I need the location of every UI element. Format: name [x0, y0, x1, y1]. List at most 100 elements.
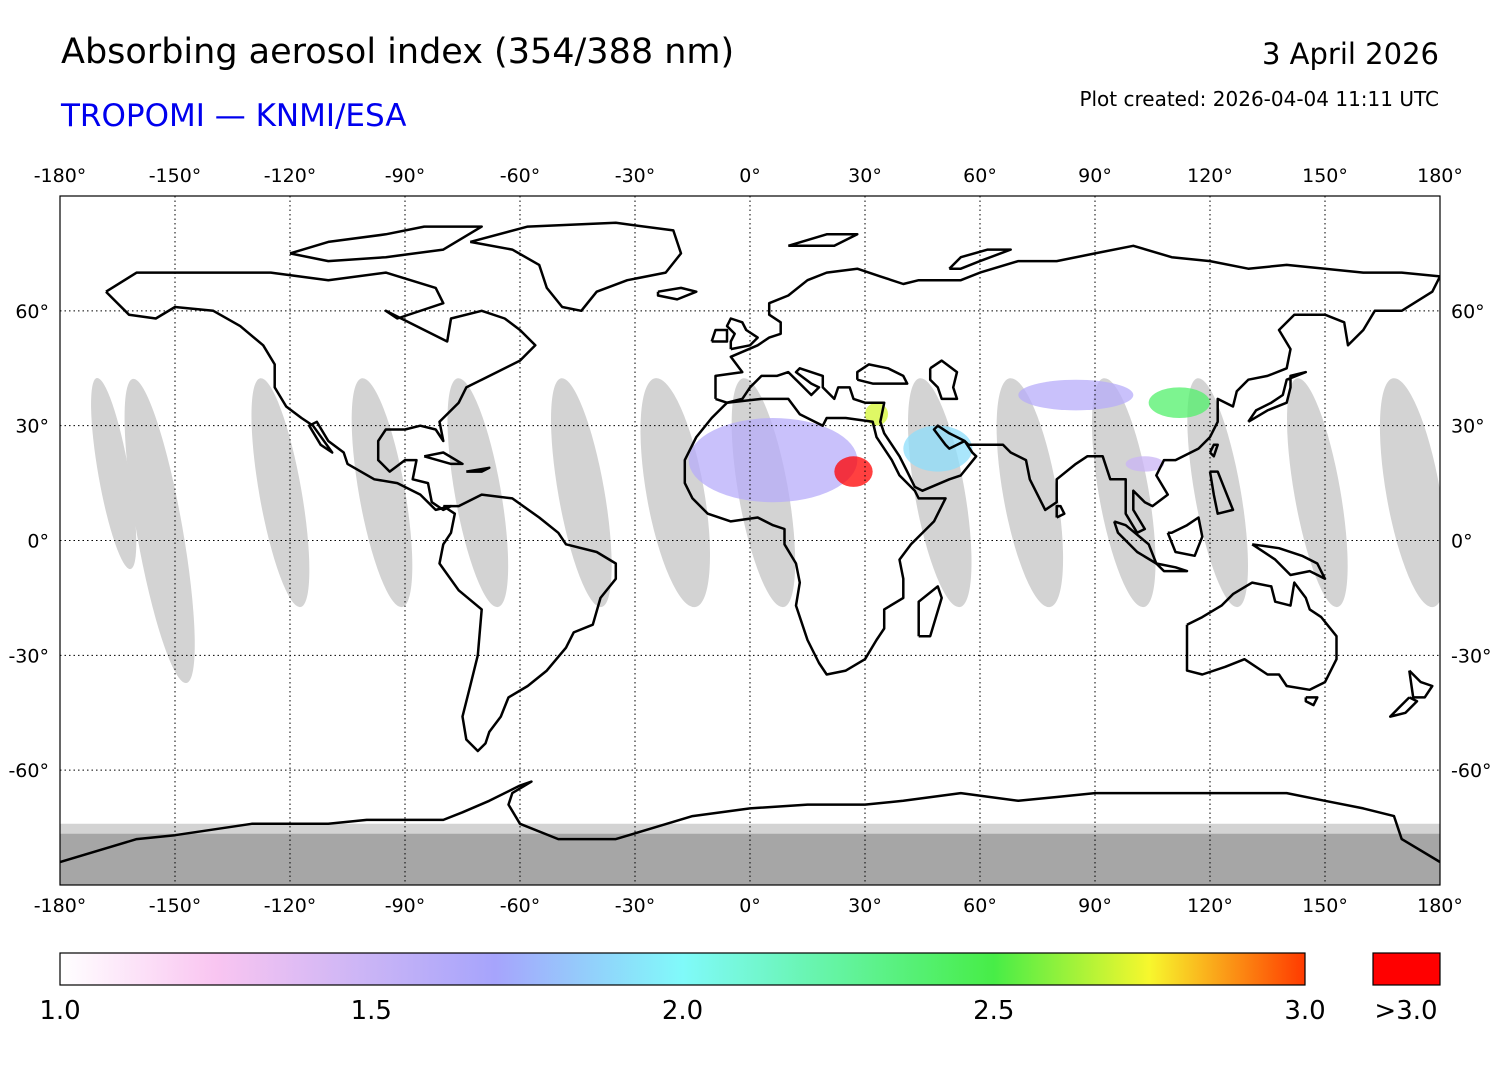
no-data-swath-9	[996, 378, 1064, 608]
lon-label-top: -180°	[34, 165, 87, 187]
no-data-swath-10	[1091, 378, 1156, 608]
coastline-28	[948, 248, 1012, 270]
latitude-labels-right: -60° -30° 0° 30° 60°	[1451, 301, 1492, 782]
graticule	[60, 196, 1440, 885]
colorbar-over-label: >3.0	[1374, 996, 1437, 1026]
lon-label-top: -90°	[385, 165, 426, 187]
lat-label-left: 60°	[15, 301, 49, 323]
latitude-labels-left: -60° -30° 0° 30° 60°	[8, 301, 49, 782]
plot-created-timestamp: Plot created: 2026-04-04 11:11 UTC	[1079, 87, 1439, 111]
coastline-27	[787, 233, 859, 248]
coastline-9	[710, 328, 729, 343]
aerosol-feature-6	[1125, 456, 1165, 472]
polar-night-region	[60, 833, 1440, 885]
no-data-swath-12	[1287, 378, 1348, 608]
lon-label-top: 0°	[739, 165, 761, 187]
coastline-1	[469, 221, 683, 313]
longitude-labels-bottom: -180° -150° -120° -90° -60° -30° 0° 30° 60° 90° 12…	[34, 895, 1463, 917]
lon-label-top: -120°	[264, 165, 317, 187]
aerosol-feature-5	[1148, 387, 1211, 419]
map-subtitle: TROPOMI — KNMI/ESA	[61, 98, 407, 134]
observation-date: 3 April 2026	[1262, 37, 1439, 71]
lon-label-top: -30°	[615, 165, 656, 187]
lon-label-bottom: 150°	[1302, 895, 1348, 917]
no-data-swath-4	[447, 378, 509, 608]
longitude-labels-top: -180° -150° -120° -90° -60° -30° 0° 30° 60° 90° 12…	[34, 165, 1463, 187]
coastline-5	[714, 244, 1440, 535]
coastline-20	[1208, 470, 1235, 515]
lon-label-top: 60°	[963, 165, 997, 187]
lon-label-top: 120°	[1187, 165, 1233, 187]
lon-label-top: 30°	[848, 165, 882, 187]
coastline-2	[438, 493, 618, 753]
colorbar-tick-label: 2.0	[662, 996, 703, 1026]
lon-label-bottom: 30°	[848, 895, 882, 917]
aerosol-feature-1	[834, 456, 873, 487]
lon-label-bottom: 120°	[1187, 895, 1233, 917]
coastline-25	[60, 780, 1440, 864]
lat-label-right: 60°	[1451, 301, 1485, 323]
no-data-swath-3	[351, 378, 413, 608]
colorbar-gradient	[59, 952, 1306, 986]
lat-label-right: -60°	[1451, 760, 1492, 782]
aerosol-feature-4	[1018, 379, 1134, 411]
lat-label-right: 0°	[1451, 531, 1473, 553]
no-data-swath-1	[124, 378, 195, 684]
no-data-swath-0	[91, 377, 137, 570]
coastline-24	[1208, 443, 1219, 458]
coastline-4	[917, 585, 943, 638]
coastline-23	[466, 466, 491, 473]
lon-label-top: 180°	[1417, 165, 1463, 187]
lon-label-bottom: 60°	[963, 895, 997, 917]
no-data-swath-2	[251, 378, 310, 608]
lon-label-top: 90°	[1078, 165, 1112, 187]
colorbar-tick-label: 3.0	[1284, 996, 1325, 1026]
colorbar-tick-labels: 1.0 1.5 2.0 2.5 3.0	[39, 996, 1325, 1026]
lon-label-bottom: -30°	[615, 895, 656, 917]
lon-label-bottom: -60°	[500, 895, 541, 917]
lon-label-bottom: -180°	[34, 895, 87, 917]
coastline-26	[289, 225, 483, 263]
map-frame	[59, 195, 1441, 886]
no-data-swath-5	[551, 378, 612, 608]
colorbar-tick-label: 2.5	[973, 996, 1014, 1026]
lat-label-left: -30°	[8, 645, 49, 667]
colorbar-over-range-box	[1372, 952, 1441, 986]
lon-label-bottom: 180°	[1417, 895, 1463, 917]
lon-label-bottom: 90°	[1078, 895, 1112, 917]
lat-label-left: 0°	[27, 531, 49, 553]
lon-label-top: 150°	[1302, 165, 1348, 187]
coastline-10	[656, 286, 698, 301]
coastline-0	[105, 271, 537, 512]
lon-label-bottom: -150°	[149, 895, 202, 917]
lon-label-top: -150°	[149, 165, 202, 187]
coastline-14	[1408, 669, 1434, 699]
lat-label-right: 30°	[1451, 416, 1485, 438]
map-title: Absorbing aerosol index (354/388 nm)	[61, 32, 735, 72]
colorbar: 1.0 1.5 2.0 2.5 3.0 >3.0	[39, 952, 1441, 1026]
coastline-22	[423, 451, 464, 466]
no-data-swath-gaps	[91, 377, 1440, 684]
coastline-3	[683, 397, 947, 676]
coastline-6	[928, 359, 959, 401]
lat-label-right: -30°	[1451, 645, 1492, 667]
lat-label-left: 30°	[15, 416, 49, 438]
lon-label-bottom: -120°	[264, 895, 317, 917]
no-data-swath-11	[1187, 378, 1248, 608]
coastline-11	[1247, 370, 1308, 423]
coastline-13	[1304, 696, 1319, 707]
colorbar-tick-label: 1.0	[39, 996, 80, 1026]
coastline-12	[1185, 581, 1338, 692]
coastlines	[60, 221, 1440, 864]
coastline-8	[725, 317, 759, 351]
lon-label-bottom: 0°	[739, 895, 761, 917]
coastline-7	[856, 363, 909, 385]
coastline-16	[1166, 516, 1204, 558]
coastline-15	[1388, 696, 1419, 718]
colorbar-tick-label: 1.5	[351, 996, 392, 1026]
lon-label-top: -60°	[500, 165, 541, 187]
no-data-swath-13	[1379, 378, 1440, 608]
lon-label-bottom: -90°	[385, 895, 426, 917]
coastline-21	[1055, 504, 1066, 519]
